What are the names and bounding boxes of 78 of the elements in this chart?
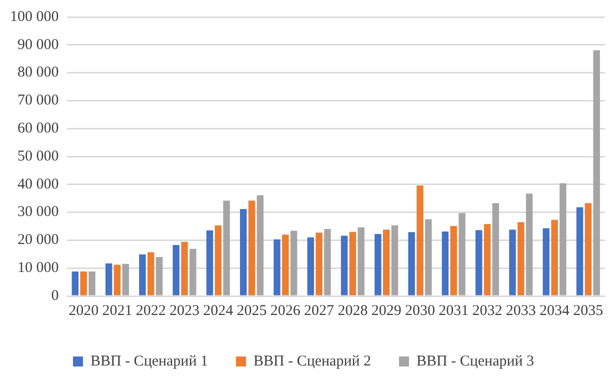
x-tick-label: 2032 — [472, 302, 502, 319]
bar — [492, 203, 500, 296]
x-tick-label: 2026 — [270, 302, 301, 319]
bar — [509, 230, 516, 296]
y-tick-label: 50 000 — [18, 148, 59, 164]
y-tick-label: 10 000 — [18, 260, 59, 276]
bar — [450, 226, 457, 296]
bar — [122, 264, 129, 296]
bar — [248, 200, 256, 296]
bar — [484, 224, 491, 296]
y-tick-label: 80 000 — [18, 64, 59, 81]
bar — [114, 264, 121, 296]
bar — [214, 225, 222, 296]
x-tick-label: 2029 — [371, 302, 402, 319]
bar — [307, 237, 314, 296]
bar — [340, 236, 348, 296]
x-tick-label: 2028 — [338, 302, 368, 319]
legend-label: ВВП - Сценарий 3 — [416, 353, 534, 370]
y-tick-label: 40 000 — [18, 176, 59, 192]
x-tick-label: 2021 — [102, 302, 132, 319]
bar — [442, 232, 449, 296]
bar — [425, 219, 432, 296]
bar — [576, 207, 584, 296]
bar — [475, 230, 482, 296]
x-tick-label: 2035 — [573, 302, 604, 319]
bar — [240, 208, 247, 296]
x-tick-label: 2022 — [136, 302, 166, 319]
x-tick-label: 2030 — [404, 302, 435, 319]
x-tick-label: 2024 — [203, 302, 234, 319]
bar — [316, 232, 322, 296]
bar — [274, 239, 280, 296]
bar — [282, 234, 289, 296]
bar — [374, 234, 382, 296]
bar — [551, 220, 558, 296]
bar — [256, 195, 264, 296]
bar — [391, 225, 398, 296]
bar — [324, 229, 331, 296]
bar — [560, 183, 566, 296]
bar — [105, 263, 112, 296]
bar — [526, 194, 533, 296]
x-tick-label: 2025 — [236, 302, 267, 319]
bar — [518, 222, 524, 296]
x-tick-label: 2033 — [506, 302, 536, 319]
bar — [181, 242, 188, 296]
bar — [584, 203, 592, 296]
bar — [80, 271, 87, 296]
y-tick-label: 70 000 — [18, 92, 59, 109]
bar — [416, 186, 424, 296]
y-tick-label: 90 000 — [18, 36, 59, 53]
bar — [72, 271, 79, 296]
x-tick-label: 2023 — [169, 302, 200, 319]
bar — [349, 232, 356, 296]
bar — [593, 50, 600, 296]
x-tick-label: 2020 — [68, 302, 99, 319]
bar — [190, 248, 196, 296]
y-tick-label: 20 000 — [18, 232, 59, 248]
legend-label: ВВП - Сценарий 2 — [253, 353, 372, 370]
bar — [147, 252, 154, 296]
legend-label: ВВП - Сценарий 1 — [90, 353, 208, 370]
y-tick-label: 0 — [51, 288, 59, 304]
bar — [223, 200, 230, 296]
bar — [206, 230, 214, 296]
bar — [382, 230, 390, 296]
bar — [172, 244, 180, 296]
x-tick-label: 2027 — [304, 302, 335, 319]
bar — [458, 213, 466, 296]
y-tick-label: 30 000 — [18, 204, 59, 220]
bar — [358, 227, 364, 296]
bar — [139, 254, 146, 296]
bar — [156, 256, 163, 296]
y-tick-label: 60 000 — [18, 120, 59, 137]
bar — [542, 228, 550, 296]
bar — [408, 232, 415, 296]
y-tick-label: 100 000 — [10, 8, 59, 25]
x-tick-label: 2031 — [438, 302, 469, 319]
x-tick-label: 2034 — [540, 302, 570, 319]
bar — [290, 230, 298, 296]
bar — [88, 271, 96, 296]
